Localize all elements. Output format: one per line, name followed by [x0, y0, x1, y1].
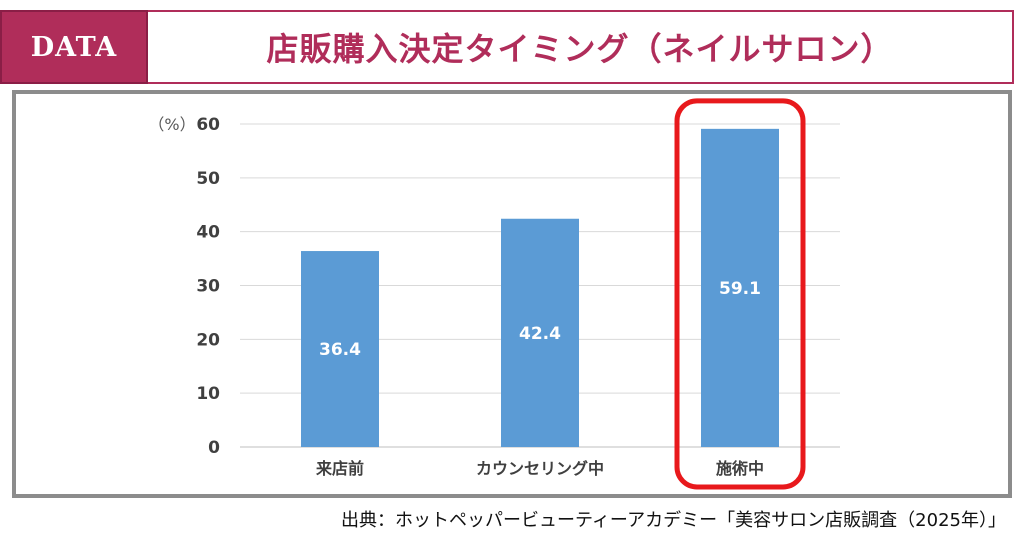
bar-value-label: 42.4: [519, 324, 561, 344]
source-citation: 出典：ホットペッパービューティーアカデミー「美容サロン店販調査（2025年）」: [340, 510, 1006, 531]
x-category-label: 施術中: [716, 459, 764, 478]
bars: 36.4 42.4 59.1: [301, 98, 806, 490]
y-axis-ticks: 0 10 20 30 40 50 60: [196, 115, 220, 458]
x-category-label: 来店前: [315, 459, 364, 478]
y-tick-label: 10: [196, 384, 220, 404]
y-tick-label: 40: [196, 223, 220, 243]
x-axis-labels: 来店前 カウンセリング中 施術中: [315, 459, 764, 478]
y-tick-label: 20: [196, 330, 220, 350]
bar-1: [501, 218, 579, 447]
y-axis-label: （%）: [148, 115, 195, 134]
data-badge: DATA: [0, 10, 148, 84]
bar-0: [301, 251, 379, 447]
bar-2: [701, 128, 779, 447]
bar-value-label: 36.4: [319, 340, 361, 360]
page-title: 店販購入決定タイミング（ネイルサロン）: [148, 10, 1014, 84]
highlight-outline: [674, 98, 806, 490]
y-tick-label: 0: [208, 438, 220, 458]
y-tick-label: 60: [196, 115, 220, 135]
header: DATA 店販購入決定タイミング（ネイルサロン）: [0, 10, 1024, 84]
bar-value-label: 59.1: [719, 279, 761, 299]
y-tick-label: 30: [196, 277, 220, 297]
y-tick-label: 50: [196, 169, 220, 189]
x-category-label: カウンセリング中: [476, 459, 604, 478]
